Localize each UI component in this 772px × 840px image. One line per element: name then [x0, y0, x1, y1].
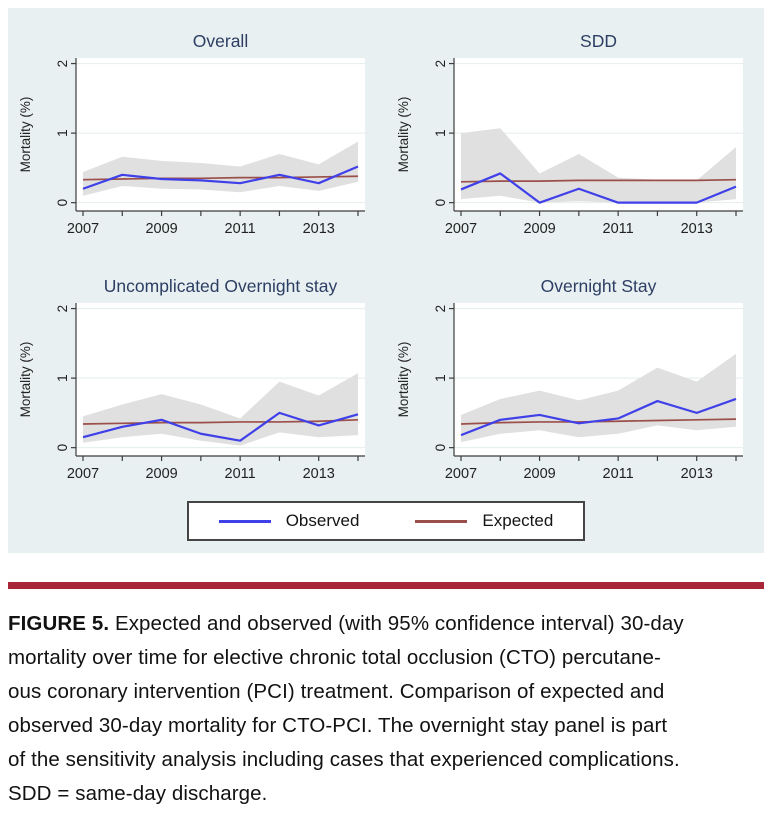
legend-label-observed: Observed [285, 511, 360, 530]
panel-title: Overall [193, 31, 248, 51]
panel-overall: 0 1 2 2007 2009 2011 2013 Mortality (%) Overall [18, 31, 365, 237]
x-tick-label: 2007 [67, 221, 99, 237]
caption-text: Expected and observed (with 95% confiden… [114, 612, 684, 635]
x-tick-label: 2011 [603, 466, 634, 482]
x-tick-label: 2011 [225, 466, 256, 482]
confidence-band [83, 141, 358, 196]
expected-line [82, 418, 359, 425]
x-tick-label: 2013 [681, 221, 713, 237]
panel-title: Uncomplicated Overnight stay [104, 276, 338, 296]
x-tick-label: 2009 [145, 466, 177, 482]
y-axis-label: Mortality (%) [18, 97, 33, 173]
legend-item-observed: Observed [218, 511, 360, 531]
x-tick-label: 2011 [603, 221, 634, 237]
x-tick-label: 2009 [145, 221, 177, 237]
legend-box: Observed Expected [186, 501, 586, 541]
y-tick-label: 1 [433, 129, 448, 137]
caption-figure-label: FIGURE 5. [8, 612, 110, 635]
y-tick-label: 0 [433, 444, 448, 452]
caption-line: mortality over time for elective chronic… [8, 646, 661, 669]
expected-line [460, 178, 737, 183]
caption-line: of the sensitivity analysis including ca… [8, 748, 680, 771]
y-tick-label: 1 [55, 129, 70, 137]
y-tick-label: 1 [433, 374, 448, 382]
observed-line [82, 411, 359, 442]
expected-line-swatch [415, 519, 468, 523]
panel-sdd: 0 1 2 2007 2009 2011 2013 Mortality (%) SDD [396, 31, 743, 237]
panel-title: Overnight Stay [541, 276, 657, 296]
confidence-band [83, 373, 358, 446]
figure-5-graphic: 0 1 2 2007 2009 2011 2013 Mortality (%) Overall … [8, 8, 764, 553]
y-axis-label: Mortality (%) [396, 342, 411, 418]
y-tick-label: 1 [55, 374, 70, 382]
caption-line: observed 30-day mortality for CTO-PCI. T… [8, 714, 668, 737]
y-tick-label: 0 [55, 444, 70, 452]
legend: Observed Expected [8, 501, 764, 541]
caption-line: FIGURE 5. Expected and observed (with 95… [8, 607, 768, 641]
panel-grid: 0 1 2 2007 2009 2011 2013 Mortality (%) Overall … [8, 8, 764, 498]
confidence-band [461, 128, 736, 203]
observed-line [460, 172, 737, 204]
panel-title: SDD [580, 31, 617, 51]
observed-line-swatch [218, 519, 271, 523]
panel-uncomplicated-overnight-stay: 0 1 2 2007 2009 2011 2013 Mortality (%) Uncompli… [18, 276, 365, 482]
panel-overnight-stay: 0 1 2 2007 2009 2011 2013 Mortality (%) Overnigh… [396, 276, 743, 482]
y-tick-label: 2 [55, 60, 70, 68]
caption-divider-rule [8, 582, 764, 589]
y-tick-label: 0 [55, 199, 70, 207]
x-tick-label: 2013 [303, 466, 335, 482]
y-tick-label: 2 [55, 305, 70, 313]
expected-line [82, 175, 359, 181]
observed-line [82, 165, 359, 190]
x-tick-label: 2009 [523, 466, 555, 482]
x-tick-label: 2013 [681, 466, 713, 482]
x-tick-label: 2011 [225, 221, 256, 237]
legend-item-expected: Expected [415, 511, 553, 531]
y-tick-label: 0 [433, 199, 448, 207]
x-tick-label: 2013 [303, 221, 335, 237]
y-tick-label: 2 [433, 60, 448, 68]
observed-line [460, 397, 737, 437]
figure-caption: FIGURE 5. Expected and observed (with 95… [8, 607, 768, 811]
y-tick-label: 2 [433, 305, 448, 313]
x-tick-label: 2007 [67, 466, 99, 482]
y-axis-label: Mortality (%) [396, 97, 411, 173]
x-tick-label: 2007 [445, 466, 477, 482]
x-tick-label: 2009 [523, 221, 555, 237]
x-tick-label: 2007 [445, 221, 477, 237]
caption-line: ous coronary intervention (PCI) treatmen… [8, 680, 665, 703]
y-axis-label: Mortality (%) [18, 342, 33, 418]
legend-label-expected: Expected [482, 511, 554, 530]
caption-line: SDD = same-day discharge. [8, 782, 268, 805]
